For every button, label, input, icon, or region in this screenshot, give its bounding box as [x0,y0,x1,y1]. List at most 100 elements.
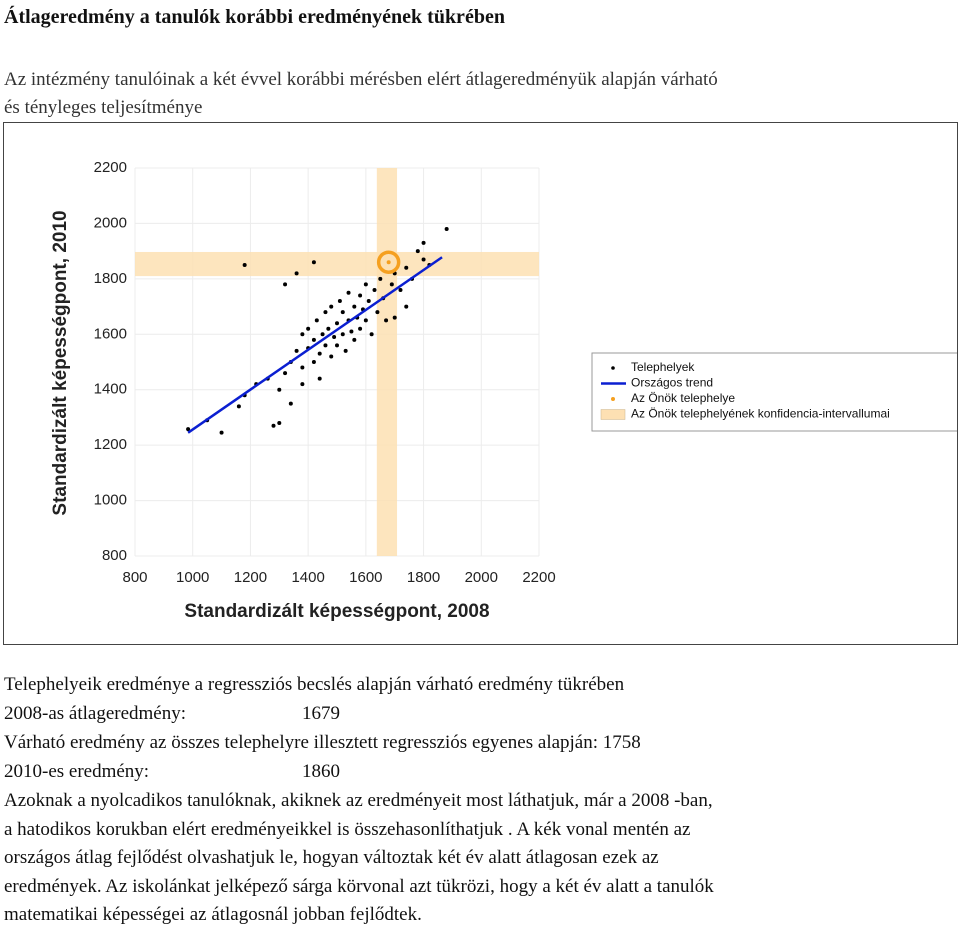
site-point [340,332,345,337]
x-tick-label: 1800 [407,569,440,586]
site-point [349,329,354,334]
summary-label: 2010-es eredmény: [4,761,150,782]
y-tick-label: 1600 [94,325,127,342]
site-point [389,282,394,287]
y-tick-label: 1200 [94,436,127,453]
site-point [346,290,351,295]
site-point [317,351,322,356]
chart-frame: 800 1000 1200 1400 1600 1800 2000 2200 800 1000 12… [3,122,959,645]
site-point [283,371,288,376]
site-point [404,265,409,270]
site-point [311,360,316,364]
site-point [311,337,316,342]
paragraph-line: eredmények. Az iskolánkat jelképező sárg… [4,875,714,897]
site-point [398,287,403,292]
site-point [277,387,282,392]
site-point [352,304,357,309]
x-tick-label: 1200 [234,569,267,586]
site-point [306,326,311,331]
legend-symbol [611,397,615,401]
legend-label: Telephelyek [631,360,695,374]
site-point [335,343,339,348]
title: Átlageredmény a tanulók korábbi eredmény… [4,6,505,28]
site-point [320,332,325,337]
site-point [384,318,389,323]
y-tick-label: 2000 [94,214,127,231]
site-point [358,293,363,298]
site-point [288,401,293,406]
y-tick-label: 1000 [94,492,127,509]
site-point [340,310,345,315]
summary-heading: Telephelyeik eredménye a regressziós bec… [4,674,625,695]
site-point [300,382,305,387]
legend-symbol [611,366,615,370]
site-point [352,337,357,342]
summary-label: 2008-as átlageredmény: [4,703,187,724]
summary-label: Várható eredmény az összes telephelyre i… [4,732,641,753]
chart: 800 1000 1200 1400 1600 1800 2000 2200 800 1000 12… [50,159,959,622]
site-point [329,304,334,309]
legend-box [591,352,959,432]
site-point [242,263,247,267]
site-point [337,299,342,304]
site-point [392,315,397,320]
trend-line [187,256,443,434]
site-point [294,271,299,276]
site-point [329,354,334,359]
site-point [219,430,224,435]
legend-label: Az Önök telephelyének konfidencia-interv… [631,407,890,421]
school-point [386,260,391,265]
site-point [343,348,348,353]
summary-value: 1860 [302,761,340,782]
y-tick-label: 2200 [94,159,127,176]
legend-label: Országos trend [631,376,713,390]
site-point [358,326,363,331]
subtitle: és tényleges teljesítménye [4,97,203,118]
site-point [271,423,276,428]
paragraph-line: Azoknak a nyolcadikos tanulóknak, akikne… [4,790,713,811]
y-axis-label: Standardizált képességpont, 2010 [50,210,71,515]
site-point [323,343,328,348]
site-point [421,240,426,245]
site-point [300,332,305,337]
site-point [317,376,322,381]
legend-symbol [600,409,626,420]
site-point [363,318,368,323]
site-point [375,310,380,315]
site-point [404,304,409,309]
site-point [186,427,191,432]
site-point [236,404,241,409]
y-tick-label: 1400 [94,381,127,398]
site-point [421,257,426,262]
school-ring [376,250,401,274]
site-point [314,318,319,323]
site-point [366,299,371,304]
confidence-band-x [376,168,398,556]
site-point [372,287,377,292]
site-point [363,282,368,287]
site-point [335,321,339,326]
site-point [283,282,288,287]
paragraph-line: országos átlag fejlődést olvashatjuk le,… [4,847,659,869]
x-tick-label: 2200 [522,569,555,586]
site-point [444,226,449,231]
y-tick-label: 1800 [94,270,127,287]
x-tick-label: 2000 [465,569,498,586]
site-point [369,332,374,337]
confidence-band-y [135,251,539,277]
site-point [323,310,328,315]
y-tick-label: 800 [102,547,127,564]
site-point [415,249,420,254]
site-point [332,335,337,340]
site-point [294,348,299,353]
legend-label: Az Önök telephelye [631,391,735,405]
subtitle: Az intézmény tanulóinak a két évvel korá… [4,69,718,90]
site-point [311,260,316,265]
paragraph-line: matematikai képességei az átlagosnál job… [4,904,422,926]
x-axis-label: Standardizált képességpont, 2008 [184,601,489,622]
x-tick-label: 1400 [291,569,324,586]
summary-value: 1679 [302,703,340,724]
site-point [277,420,282,425]
x-tick-label: 1000 [176,569,209,586]
